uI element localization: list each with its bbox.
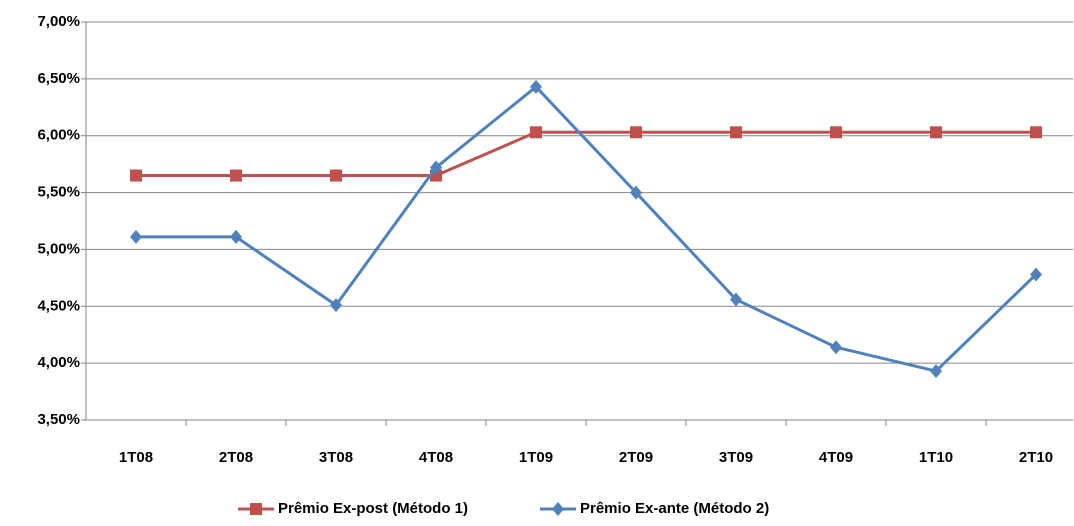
x-tick-label: 1T10 [919, 449, 953, 466]
point [930, 126, 942, 139]
point [1030, 267, 1042, 282]
x-tick-label: 3T08 [319, 449, 353, 466]
point [130, 169, 142, 182]
point [630, 185, 642, 200]
x-tick-label: 2T08 [219, 449, 253, 466]
y-tick-label: 5,00% [37, 240, 80, 257]
x-tick-label: 4T09 [819, 449, 853, 466]
point [330, 298, 342, 313]
point [830, 340, 842, 355]
x-tick-label: 2T09 [619, 449, 653, 466]
x-tick-label: 2T10 [1019, 449, 1053, 466]
x-tick-label: 4T08 [419, 449, 453, 466]
y-tick-label: 7,00% [37, 13, 80, 30]
y-tick-label: 6,50% [37, 70, 80, 87]
legend-label: Prêmio Ex-post (Método 1) [278, 500, 468, 517]
point [630, 126, 642, 139]
point [250, 503, 262, 515]
x-tick-label: 1T09 [519, 449, 553, 466]
point [930, 364, 942, 379]
point [230, 169, 242, 182]
point [530, 126, 542, 139]
series-line [136, 84, 1038, 373]
y-tick-label: 5,50% [37, 184, 80, 201]
x-tick-label: 3T09 [719, 449, 753, 466]
y-tick-label: 3,50% [37, 411, 80, 428]
y-tick-label: 6,00% [37, 127, 80, 144]
y-tick-label: 4,00% [37, 354, 80, 371]
y-tick-label: 4,50% [37, 297, 80, 314]
point [530, 79, 542, 94]
point [130, 229, 142, 244]
point [730, 126, 742, 139]
series-line [136, 130, 1036, 178]
x-tick-label: 1T08 [119, 449, 153, 466]
point [1030, 126, 1042, 139]
legend-label: Prêmio Ex-ante (Método 2) [580, 500, 769, 517]
point [330, 169, 342, 182]
point [430, 160, 442, 175]
point [830, 126, 842, 139]
point [552, 502, 564, 516]
point [730, 292, 742, 307]
point [230, 229, 242, 244]
